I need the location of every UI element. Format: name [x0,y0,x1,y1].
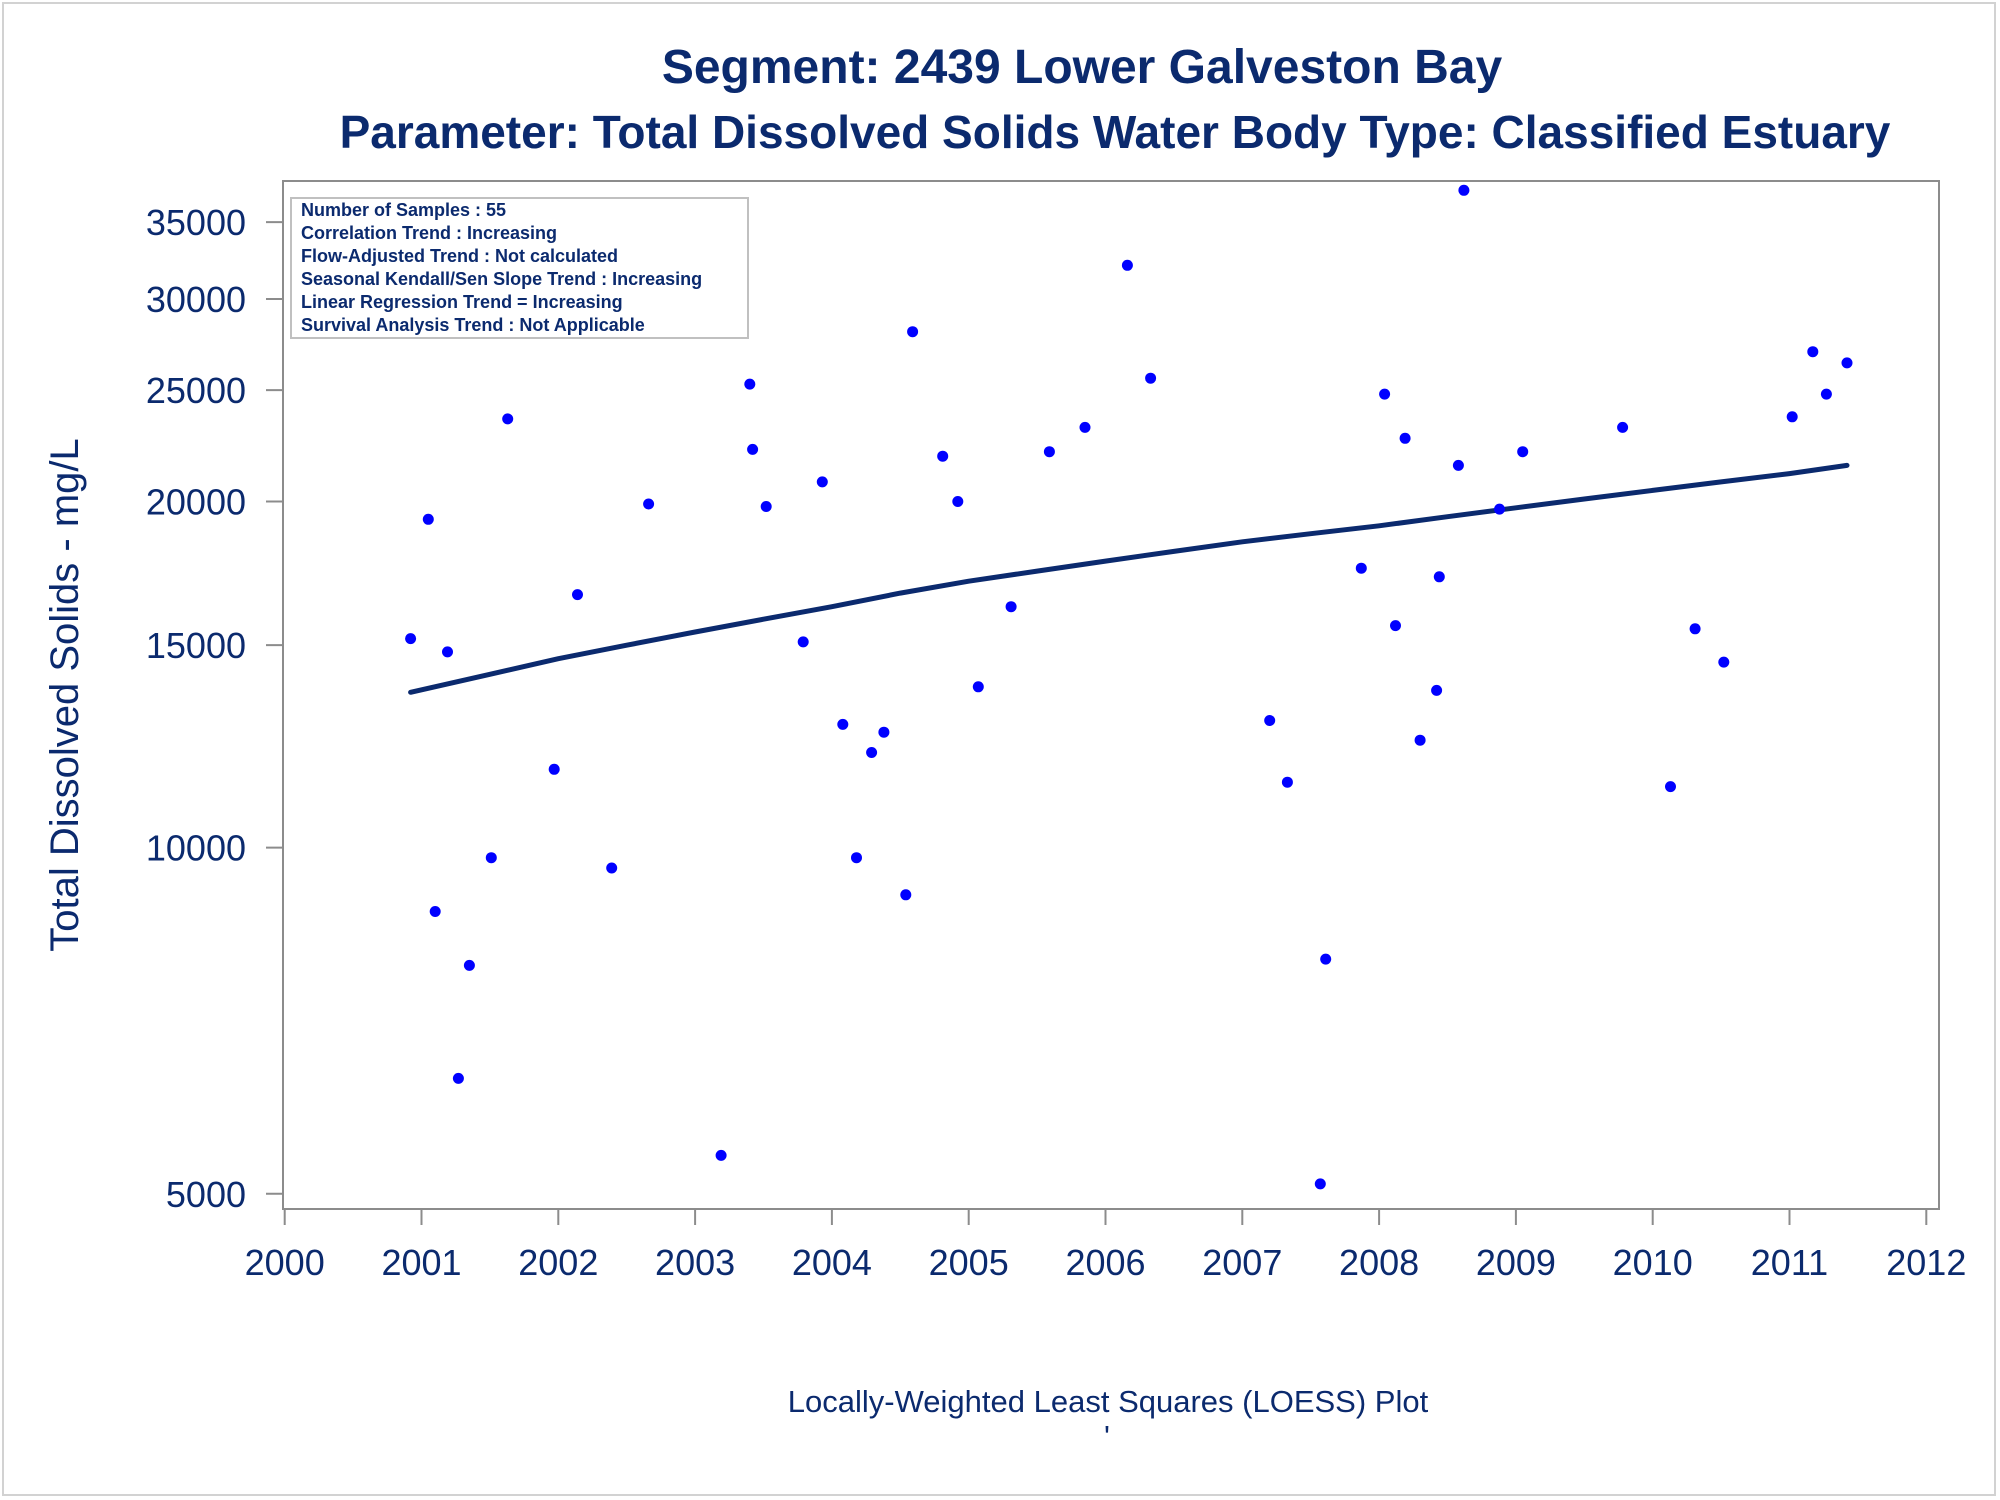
sample-point [1320,953,1332,965]
sample-point [442,646,453,658]
sample-point [1414,734,1426,746]
sample-point [405,633,417,645]
y-tick-label: 5000 [166,1174,246,1215]
stats-line: Survival Analysis Trend : Not Applicable [301,315,645,335]
sample-point [747,443,759,455]
sample-point [1121,259,1133,271]
x-tick-label: 2001 [381,1242,461,1283]
stats-line: Flow-Adjusted Trend : Not calculated [301,246,618,266]
y-tick-label: 35000 [146,202,246,243]
sample-point [1433,571,1445,583]
sample-point [866,747,878,758]
x-tick-label: 2004 [792,1242,872,1283]
sample-point [937,450,949,462]
stats-box: Number of Samples : 55 Correlation Trend … [290,197,749,339]
sample-point [1079,421,1091,433]
sample-point [1494,503,1505,515]
sample-point [1314,1178,1326,1190]
x-axis: 2000 2001 2002 2003 2004 2005 2006 2007 2008 2009… [245,1209,1966,1283]
sample-point [1841,357,1853,369]
stats-line: Correlation Trend : Increasing [301,223,557,243]
sample-point [878,726,890,738]
y-tick-label: 10000 [146,828,246,869]
x-tick-label: 2011 [1751,1242,1828,1283]
sample-point [1458,184,1470,196]
footnote-mark: ' [1104,1419,1110,1454]
sample-point [851,852,862,864]
sample-point [952,496,964,507]
y-axis: 5000 10000 15000 20000 25000 30000 35000 [146,202,283,1215]
sample-point [502,413,514,425]
sample-point [715,1149,727,1161]
x-tick-label: 2012 [1886,1242,1966,1283]
sample-point [1379,388,1391,400]
x-tick-label: 2007 [1202,1242,1282,1283]
sample-point [429,906,441,917]
sample-point [572,589,583,601]
sample-point [1355,562,1367,574]
sample-point [548,763,560,775]
sample-point [452,1072,464,1084]
sample-point [1281,776,1293,788]
sample-point [837,718,849,730]
stats-box-frame [290,197,749,339]
x-tick-label: 2009 [1476,1242,1556,1283]
sample-point [1807,346,1819,358]
sample-point [422,513,434,525]
sample-point [1043,446,1055,458]
stats-line: Seasonal Kendall/Sen Slope Trend : Incre… [301,269,702,289]
y-tick-label: 30000 [146,279,246,320]
x-tick-label: 2005 [929,1242,1009,1283]
sample-point [485,852,497,864]
stats-line: Linear Regression Trend = Increasing [301,292,623,312]
x-tick-label: 2003 [655,1242,735,1283]
sample-point [1786,411,1798,423]
sample-point [760,501,772,512]
sample-point [1264,715,1276,726]
sample-point [1145,372,1157,384]
sample-point [972,681,984,693]
sample-point [463,959,475,971]
chart-title: Segment: 2439 Lower Galveston Bay [662,41,1503,94]
x-tick-label: 2010 [1613,1242,1693,1283]
x-tick-label: 2000 [245,1242,325,1283]
points-layer [405,184,1853,1190]
x-tick-label: 2006 [1065,1242,1145,1283]
sample-point [1617,421,1629,433]
sample-point [1820,388,1832,400]
y-tick-label: 20000 [146,482,246,523]
sample-point [1665,781,1676,793]
sample-point [744,378,756,390]
sample-point [1718,656,1730,668]
sample-point [797,636,809,648]
plot-area [282,180,1940,1210]
sample-point [1399,432,1411,444]
footnote: Locally-Weighted Least Squares (LOESS) P… [788,1384,1429,1419]
x-tick-label: 2002 [518,1242,598,1283]
sample-point [1390,620,1401,632]
x-tick-label: 2008 [1339,1242,1419,1283]
sample-point [816,476,828,488]
y-tick-label: 25000 [146,370,246,411]
sample-point [900,889,912,901]
trend-layer [408,462,1850,695]
loess-trend-line [408,462,1850,695]
sample-point [643,498,655,510]
sample-point [1689,623,1701,635]
sample-point [1431,684,1443,696]
chart-subtitle: Parameter: Total Dissolved Solids Water … [340,106,1891,158]
sample-point [1005,601,1017,613]
sample-point [1517,446,1529,458]
y-tick-label: 15000 [146,625,246,666]
sample-point [1452,459,1464,471]
sample-point [606,862,618,874]
stats-line: Number of Samples : 55 [301,200,506,220]
sample-point [907,326,919,338]
y-axis-title: Total Dissolved Solids - mg/L [43,438,87,952]
